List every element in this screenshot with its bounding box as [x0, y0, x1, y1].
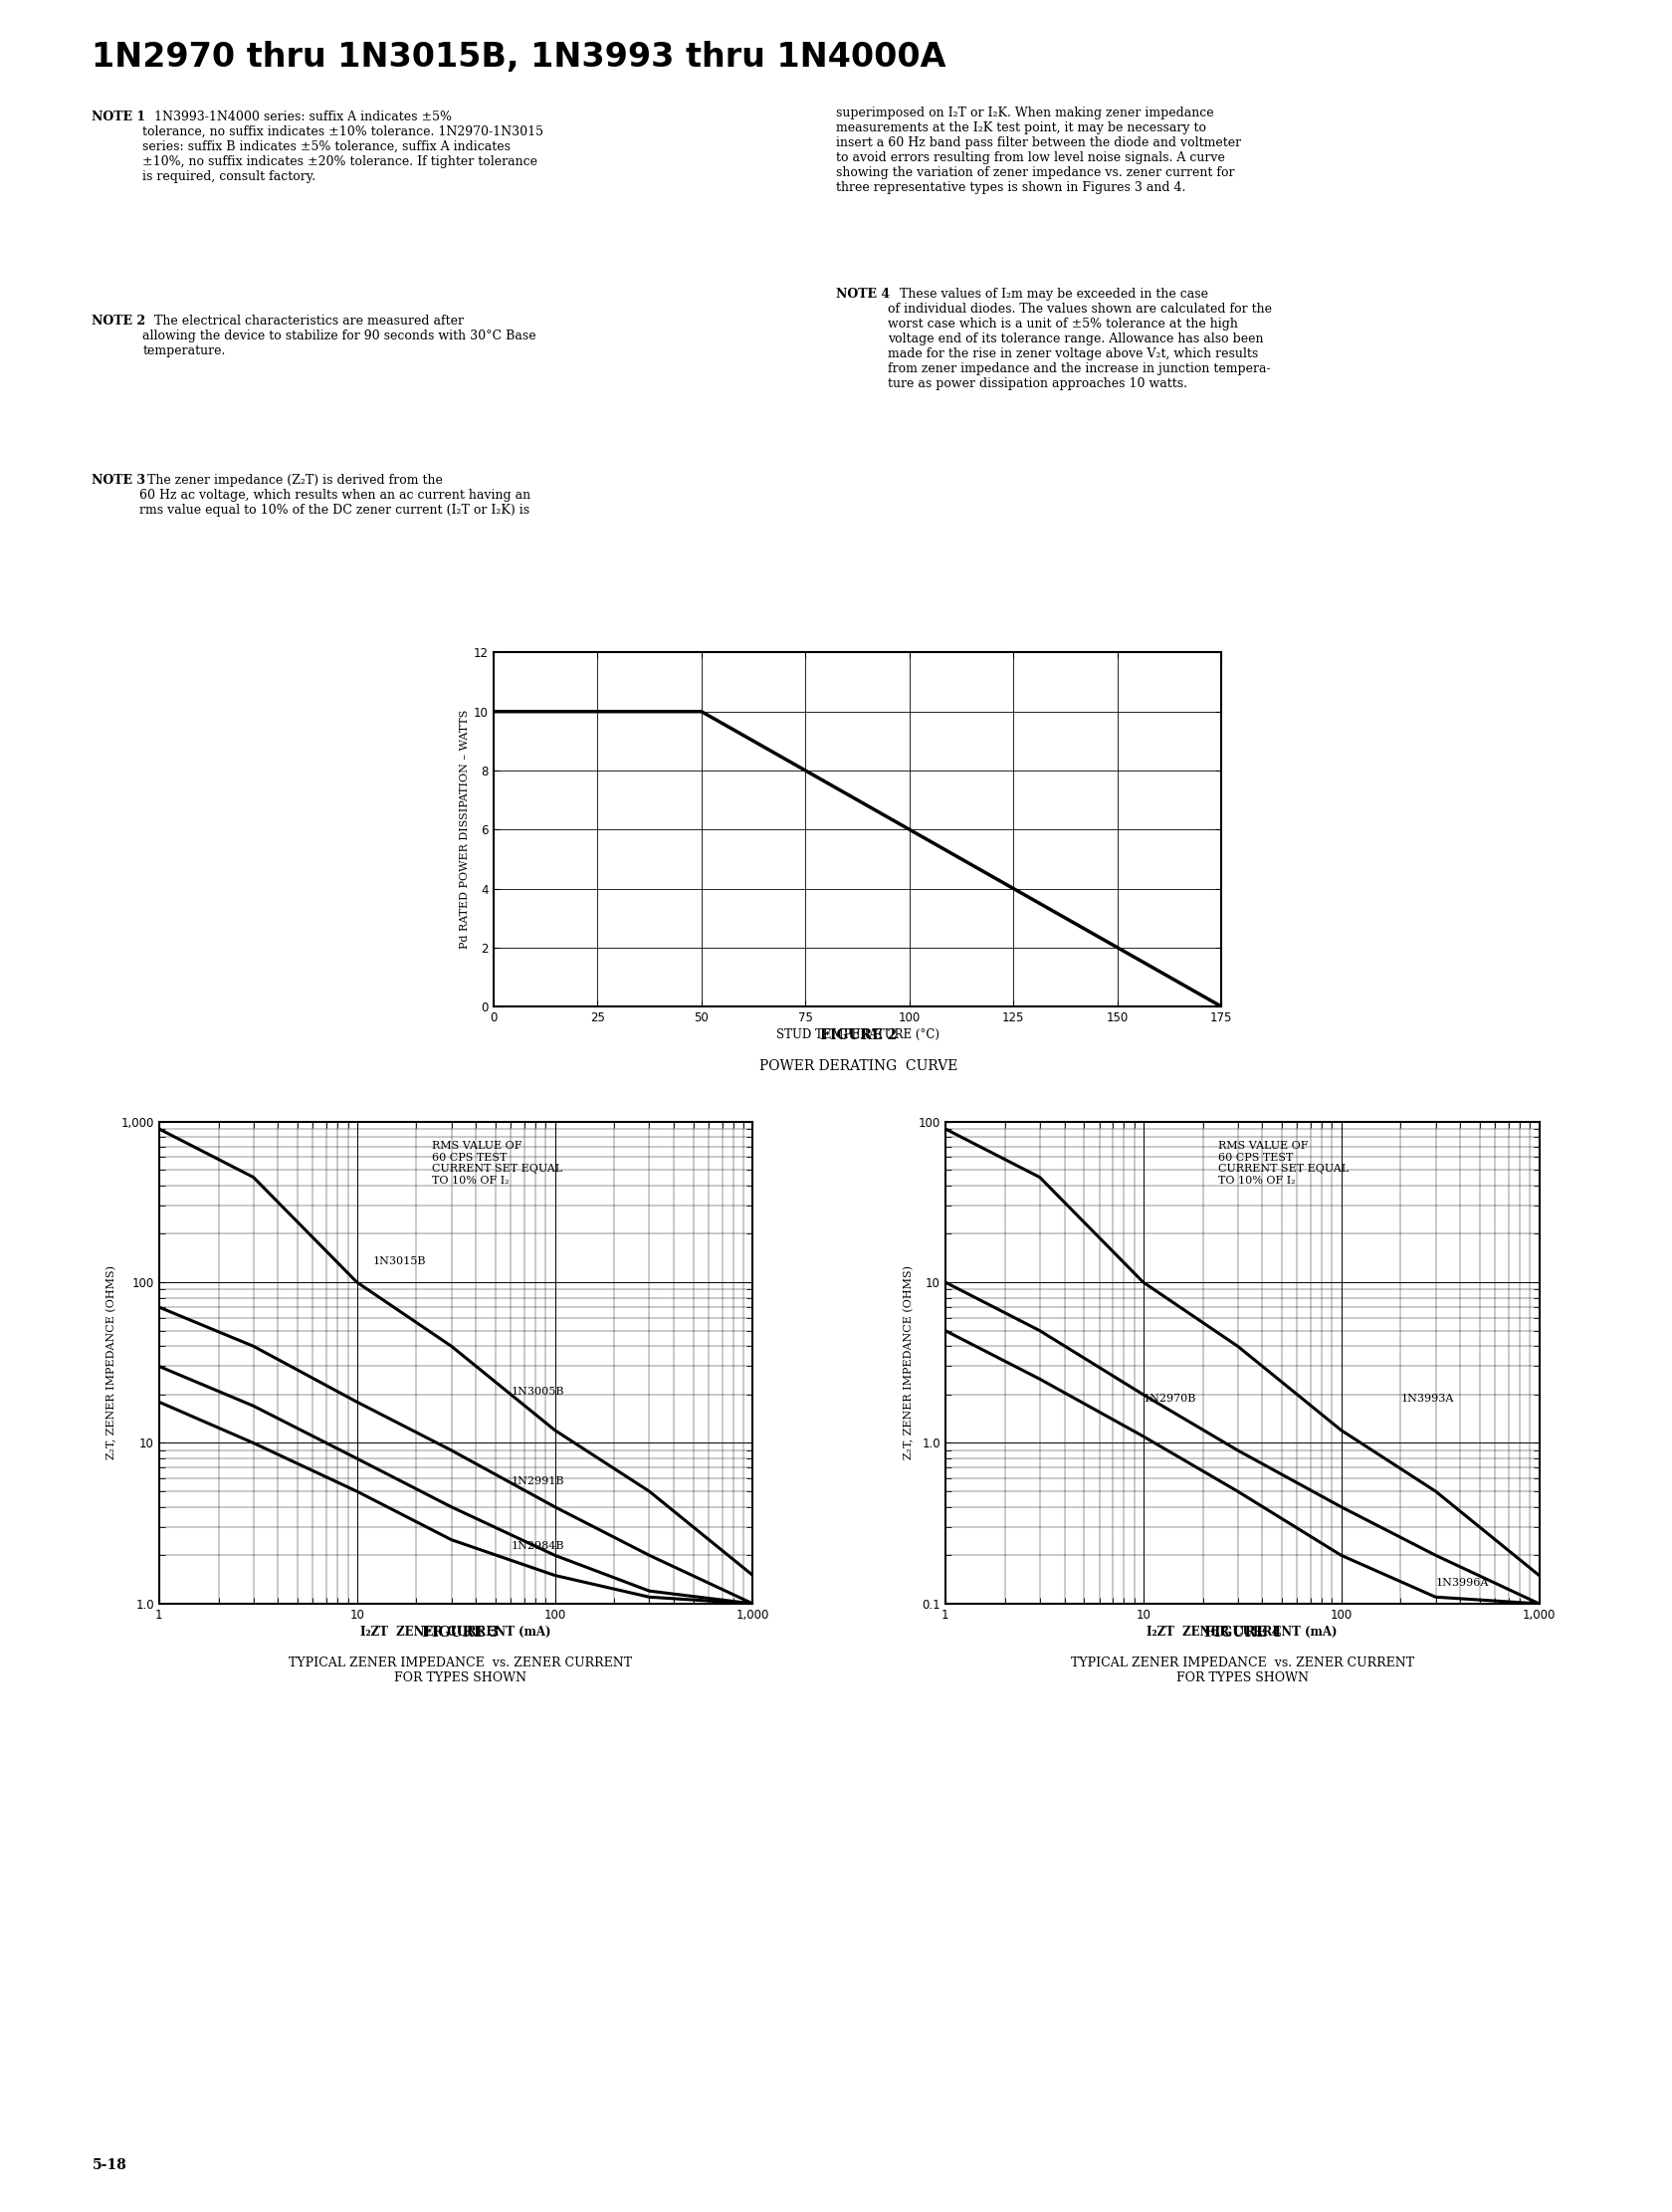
Y-axis label: Pd RATED POWER DISSIPATION – WATTS: Pd RATED POWER DISSIPATION – WATTS: [460, 710, 470, 949]
Text: 1N3015B: 1N3015B: [373, 1256, 426, 1265]
Text: NOTE 1: NOTE 1: [92, 111, 145, 124]
X-axis label: I₂ZT  ZENER CURRENT (mA): I₂ZT ZENER CURRENT (mA): [361, 1626, 550, 1639]
Text: FIGURE 4: FIGURE 4: [1204, 1626, 1281, 1639]
Text: NOTE 3: NOTE 3: [92, 473, 145, 487]
Y-axis label: Z₂T, ZENER IMPEDANCE (OHMS): Z₂T, ZENER IMPEDANCE (OHMS): [107, 1265, 117, 1460]
Text: RMS VALUE OF
60 CPS TEST
CURRENT SET EQUAL
TO 10% OF I₂: RMS VALUE OF 60 CPS TEST CURRENT SET EQU…: [431, 1141, 562, 1186]
Text: 1N2970B: 1N2970B: [1142, 1394, 1195, 1405]
Text: 1N2991B: 1N2991B: [510, 1478, 563, 1486]
Text: TYPICAL ZENER IMPEDANCE  vs. ZENER CURRENT
FOR TYPES SHOWN: TYPICAL ZENER IMPEDANCE vs. ZENER CURREN…: [288, 1657, 632, 1686]
Text: 1N2970 thru 1N3015B, 1N3993 thru 1N4000A: 1N2970 thru 1N3015B, 1N3993 thru 1N4000A: [92, 42, 946, 73]
Text: 1N2984B: 1N2984B: [510, 1542, 563, 1551]
Text: NOTE 4: NOTE 4: [836, 288, 890, 301]
Text: RMS VALUE OF
60 CPS TEST
CURRENT SET EQUAL
TO 10% OF I₂: RMS VALUE OF 60 CPS TEST CURRENT SET EQU…: [1217, 1141, 1348, 1186]
X-axis label: I₂ZT  ZENER CURRENT (mA): I₂ZT ZENER CURRENT (mA): [1147, 1626, 1336, 1639]
Text: 1N3996A: 1N3996A: [1435, 1577, 1488, 1588]
X-axis label: STUD TEMPERATURE (°C): STUD TEMPERATURE (°C): [776, 1029, 938, 1042]
Text: FIGURE 3: FIGURE 3: [421, 1626, 498, 1639]
Text: The zener impedance (Z₂T) is derived from the
60 Hz ac voltage, which results wh: The zener impedance (Z₂T) is derived fro…: [139, 473, 530, 515]
Text: 5-18: 5-18: [92, 2159, 127, 2172]
Text: These values of I₂m may be exceeded in the case
of individual diodes. The values: These values of I₂m may be exceeded in t…: [888, 288, 1271, 389]
Text: NOTE 2: NOTE 2: [92, 314, 145, 327]
Y-axis label: Z₂T, ZENER IMPEDANCE (OHMS): Z₂T, ZENER IMPEDANCE (OHMS): [903, 1265, 913, 1460]
Text: The electrical characteristics are measured after
allowing the device to stabili: The electrical characteristics are measu…: [142, 314, 537, 356]
Text: 1N3005B: 1N3005B: [510, 1387, 563, 1396]
Text: superimposed on I₂T or I₂K. When making zener impedance
measurements at the I₂K : superimposed on I₂T or I₂K. When making …: [836, 106, 1241, 195]
Text: POWER DERATING  CURVE: POWER DERATING CURVE: [759, 1060, 956, 1073]
Text: 1N3993-1N4000 series: suffix A indicates ±5%
tolerance, no suffix indicates ±10%: 1N3993-1N4000 series: suffix A indicates…: [142, 111, 543, 184]
Text: FIGURE 2: FIGURE 2: [819, 1029, 896, 1042]
Text: TYPICAL ZENER IMPEDANCE  vs. ZENER CURRENT
FOR TYPES SHOWN: TYPICAL ZENER IMPEDANCE vs. ZENER CURREN…: [1070, 1657, 1415, 1686]
Text: 1N3993A: 1N3993A: [1399, 1394, 1453, 1405]
